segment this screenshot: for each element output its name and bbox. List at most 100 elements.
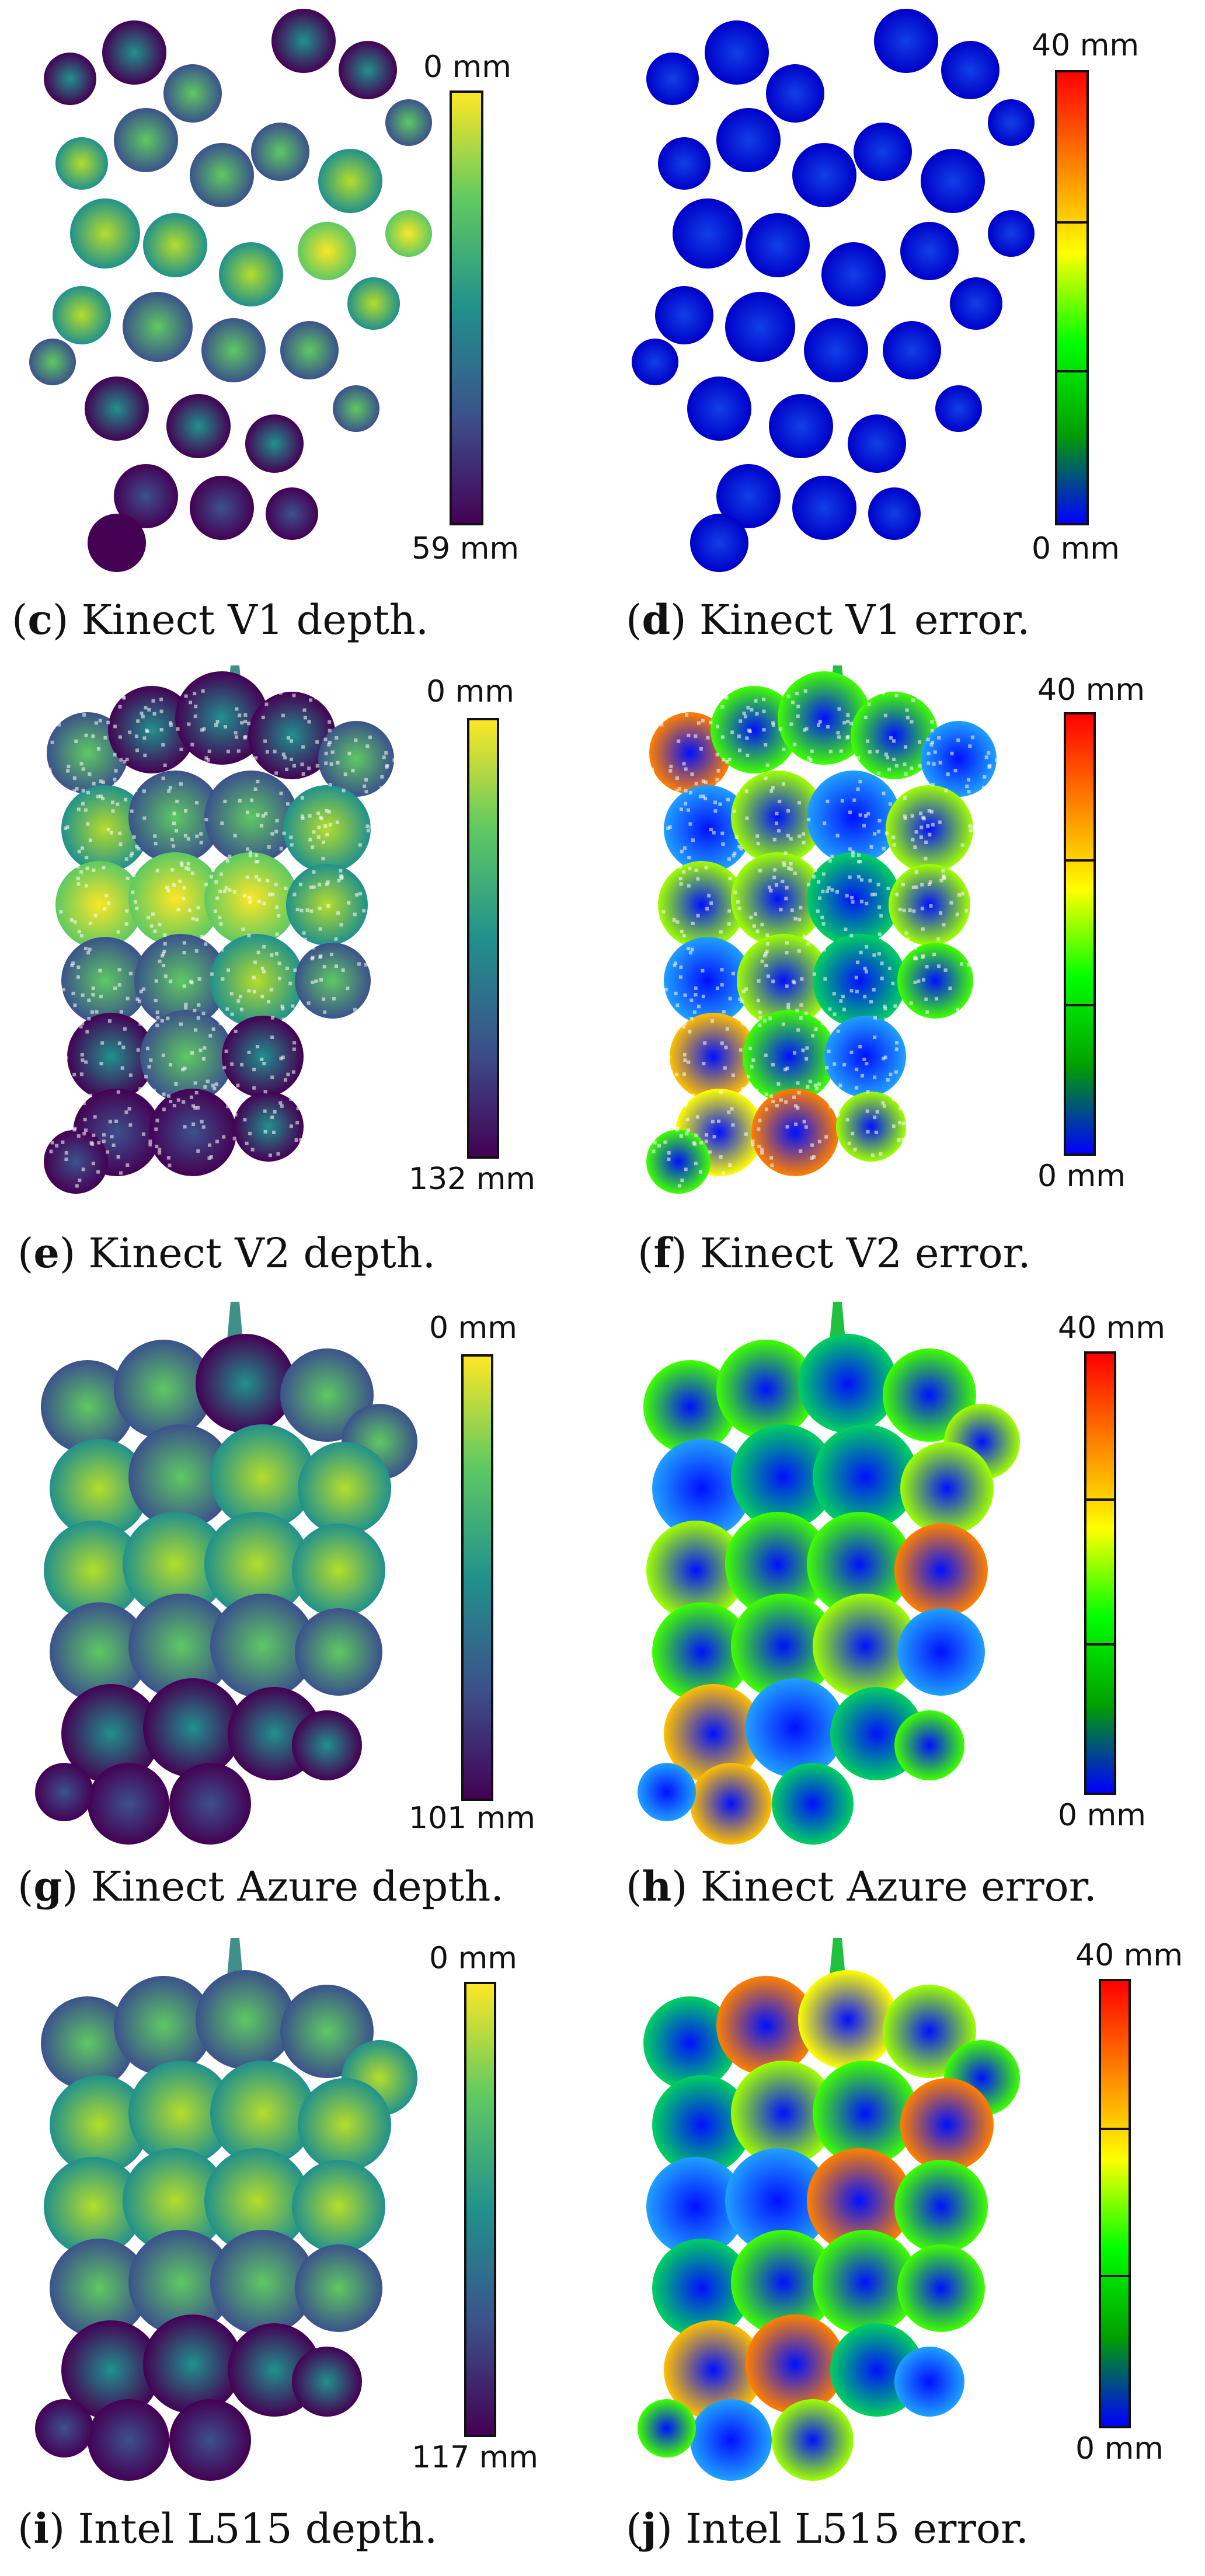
grape-berry <box>941 41 999 99</box>
panel-i: 0 mm 117 mm (i) Intel L515 depth. <box>0 1926 602 2576</box>
grape-berry <box>804 318 868 382</box>
panel-d: 40 mm 0 mm (d) Kinect V1 error. <box>602 0 1205 644</box>
grape-berry <box>88 1763 169 1845</box>
grape-berry <box>652 1602 751 1702</box>
grape-berry <box>690 514 748 572</box>
grape-berry <box>836 1092 906 1162</box>
grape-berry <box>652 1439 751 1538</box>
grape-berry <box>807 771 900 864</box>
grape-berry <box>70 198 140 269</box>
grape-berry <box>813 934 906 1027</box>
colorbar-top-label: 0 mm <box>423 50 511 85</box>
grape-berry <box>798 1970 897 2069</box>
grape-berry <box>900 2078 994 2171</box>
grape-berry <box>280 321 339 379</box>
grape-berry <box>128 1424 234 1529</box>
grape-berry <box>646 53 699 105</box>
grape-berry <box>29 339 76 385</box>
caption-i: (i) Intel L515 depth. <box>18 2504 438 2553</box>
depth-map-kinect-v2 <box>44 665 424 1194</box>
grape-berry <box>900 1442 994 1535</box>
grape-berry <box>807 1512 912 1617</box>
colorbar-depth <box>467 718 499 1159</box>
grape-berry <box>47 712 128 794</box>
grape-berry <box>725 1512 830 1617</box>
grape-berry <box>143 2314 242 2414</box>
grape-berry <box>848 414 906 473</box>
error-map-kinect-v1 <box>632 9 1035 572</box>
colorbar-bottom-label: 117 mm <box>412 2440 539 2475</box>
grape-berry <box>210 2230 315 2335</box>
colorbar-error <box>1084 1351 1116 1795</box>
grape-berry <box>271 9 336 73</box>
grape-berry <box>792 143 856 207</box>
grape-berry <box>35 2399 93 2458</box>
grape-berry <box>201 318 266 382</box>
grape-berry <box>798 1334 897 1433</box>
caption-g: (g) Kinect Azure depth. <box>18 1862 504 1911</box>
grape-berry <box>670 1013 757 1100</box>
grape-berry <box>114 1340 213 1439</box>
grape-berry <box>655 286 713 344</box>
colorbar-top-label: 0 mm <box>429 1310 517 1345</box>
grape-berry <box>295 943 371 1019</box>
panel-f: 40 mm 0 mm (f) Kinect V2 error. <box>602 654 1205 1290</box>
grape-berry <box>292 2347 362 2417</box>
grape-berry <box>114 108 178 172</box>
grape-berry <box>652 2075 751 2174</box>
colorbar-bottom-label: 0 mm <box>1032 531 1120 566</box>
colorbar-bottom-label: 132 mm <box>409 1162 536 1197</box>
grape-berry <box>134 934 228 1027</box>
grape-berry <box>646 1521 746 1620</box>
grape-berry <box>149 1089 236 1176</box>
error-map-kinect-azure <box>638 1302 1020 1845</box>
grape-berry <box>792 476 856 540</box>
grape-berry <box>292 1524 385 1617</box>
grape-berry <box>190 476 254 540</box>
grape-berry <box>737 934 830 1027</box>
grape-berry <box>318 149 382 213</box>
grape-berry <box>61 937 149 1024</box>
grape-berry <box>716 1976 816 2075</box>
grape-berry <box>190 143 254 207</box>
grape-berry <box>821 242 886 306</box>
grape-berry <box>44 1521 143 1620</box>
grape-berry <box>813 2230 918 2335</box>
grape-berry <box>50 1602 149 1702</box>
colorbar-top-label: 0 mm <box>429 1941 517 1976</box>
grape-berry <box>385 99 432 146</box>
grape-berry <box>44 53 96 105</box>
grape-berry <box>807 2148 912 2253</box>
grape-berry <box>41 1996 134 2090</box>
caption-d: (d) Kinect V1 error. <box>626 595 1030 644</box>
colorbar-depth <box>450 90 483 525</box>
grape-berry <box>234 1092 304 1162</box>
grape-berry <box>102 20 166 85</box>
grape-berry <box>196 1970 295 2069</box>
grape-berry <box>766 64 824 123</box>
grape-berry <box>114 464 178 528</box>
grape-berry <box>731 1594 836 1699</box>
error-map-kinect-v2 <box>646 665 1026 1194</box>
grape-berry <box>894 2160 988 2253</box>
grape-berry <box>731 2061 836 2166</box>
grape-berry <box>333 385 379 432</box>
caption-j: (j) Intel L515 error. <box>626 2504 1029 2553</box>
grape-berry <box>894 2347 964 2417</box>
grape-berry <box>204 771 298 864</box>
grape-berry <box>813 2061 918 2166</box>
grape-berry <box>897 2244 985 2332</box>
grape-berry <box>854 123 912 181</box>
colorbar-bottom-label: 0 mm <box>1037 1159 1126 1194</box>
grape-berry <box>204 2148 309 2253</box>
grape-berry <box>731 852 824 946</box>
grape-berry <box>813 1594 918 1699</box>
colorbar-bottom-label: 101 mm <box>409 1801 536 1836</box>
colorbar-bottom-label: 0 mm <box>1075 2431 1164 2466</box>
grape-berry <box>163 64 222 123</box>
grape-berry <box>950 277 1002 330</box>
grape-berry <box>210 1424 315 1529</box>
scan-dots <box>650 689 1026 1194</box>
grape-berry <box>318 721 394 797</box>
grape-berry <box>632 339 678 385</box>
